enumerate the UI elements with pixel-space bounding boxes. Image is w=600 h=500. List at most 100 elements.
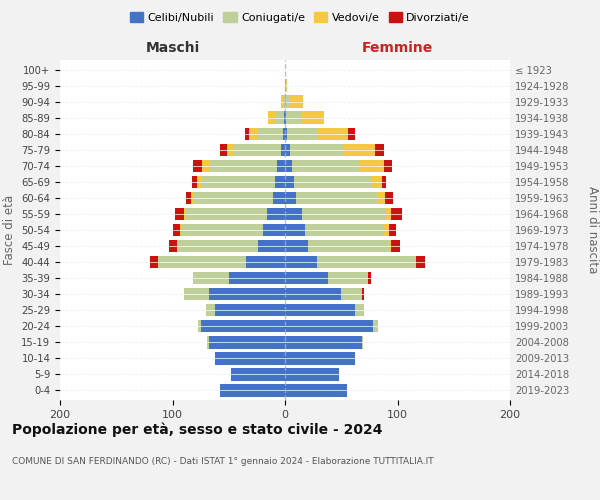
Bar	[285, 304, 364, 316]
Bar	[285, 96, 303, 108]
Bar	[285, 352, 355, 364]
Bar	[202, 176, 285, 188]
Bar	[285, 224, 389, 236]
Bar	[206, 304, 285, 316]
Bar	[285, 128, 317, 140]
Bar	[177, 240, 285, 252]
Text: Femmine: Femmine	[362, 41, 433, 55]
Bar	[220, 384, 285, 396]
Bar	[220, 144, 285, 156]
Bar	[173, 224, 285, 236]
Bar	[231, 368, 285, 380]
Bar	[285, 320, 379, 332]
Bar	[285, 112, 286, 124]
Bar	[220, 384, 285, 396]
Bar	[208, 336, 285, 348]
Bar	[231, 368, 285, 380]
Bar	[199, 320, 285, 332]
Bar	[281, 144, 285, 156]
Bar	[229, 272, 285, 284]
Bar	[285, 288, 364, 300]
Bar	[285, 304, 355, 316]
Bar	[285, 96, 290, 108]
Bar	[285, 352, 355, 364]
Text: COMUNE DI SAN FERDINANDO (RC) - Dati ISTAT 1° gennaio 2024 - Elaborazione TUTTIT: COMUNE DI SAN FERDINANDO (RC) - Dati IST…	[12, 458, 434, 466]
Bar	[285, 224, 397, 236]
Bar	[186, 192, 285, 204]
Bar	[191, 176, 285, 188]
Bar	[283, 128, 285, 140]
Bar	[209, 288, 285, 300]
Bar	[285, 272, 368, 284]
Bar	[199, 320, 285, 332]
Bar	[193, 160, 285, 172]
Bar	[285, 384, 347, 396]
Bar	[285, 160, 384, 172]
Bar	[199, 320, 285, 332]
Bar	[285, 112, 302, 124]
Bar	[206, 304, 285, 316]
Bar	[245, 256, 285, 268]
Bar	[285, 144, 343, 156]
Bar	[263, 224, 285, 236]
Bar	[215, 352, 285, 364]
Bar	[258, 240, 285, 252]
Bar	[231, 368, 285, 380]
Bar	[285, 192, 393, 204]
Bar	[208, 336, 285, 348]
Bar	[186, 208, 285, 220]
Bar	[285, 352, 355, 364]
Bar	[285, 320, 379, 332]
Bar	[285, 128, 355, 140]
Bar	[285, 96, 303, 108]
Bar	[182, 224, 285, 236]
Bar	[275, 176, 285, 188]
Bar	[209, 160, 285, 172]
Y-axis label: Fasce di età: Fasce di età	[2, 195, 16, 265]
Bar	[285, 128, 287, 140]
Bar	[285, 208, 391, 220]
Bar	[194, 192, 285, 204]
Bar	[285, 80, 287, 92]
Bar	[268, 112, 285, 124]
Bar	[285, 160, 392, 172]
Bar	[281, 96, 285, 108]
Bar	[285, 336, 362, 348]
Bar	[233, 144, 285, 156]
Bar	[209, 336, 285, 348]
Bar	[215, 352, 285, 364]
Bar	[227, 144, 285, 156]
Bar	[177, 240, 285, 252]
Bar	[208, 336, 285, 348]
Bar	[285, 144, 290, 156]
Bar	[231, 368, 285, 380]
Bar	[281, 96, 285, 108]
Bar	[285, 112, 325, 124]
Bar	[285, 288, 341, 300]
Bar	[184, 288, 285, 300]
Bar	[150, 256, 285, 268]
Bar	[285, 240, 389, 252]
Bar	[285, 272, 368, 284]
Bar	[249, 128, 285, 140]
Bar	[285, 208, 302, 220]
Bar	[193, 272, 285, 284]
Bar	[285, 304, 364, 316]
Bar	[285, 368, 339, 380]
Bar	[285, 208, 386, 220]
Bar	[284, 112, 285, 124]
Bar	[285, 192, 377, 204]
Bar	[283, 96, 285, 108]
Bar	[197, 176, 285, 188]
Bar	[285, 224, 384, 236]
Bar	[220, 384, 285, 396]
Bar	[285, 368, 339, 380]
Bar	[285, 176, 294, 188]
Bar	[158, 256, 285, 268]
Bar	[285, 240, 391, 252]
Bar	[275, 112, 285, 124]
Legend: Celibi/Nubili, Coniugati/e, Vedovi/e, Divorziati/e: Celibi/Nubili, Coniugati/e, Vedovi/e, Di…	[125, 8, 475, 28]
Bar	[215, 304, 285, 316]
Bar	[285, 80, 287, 92]
Bar	[158, 256, 285, 268]
